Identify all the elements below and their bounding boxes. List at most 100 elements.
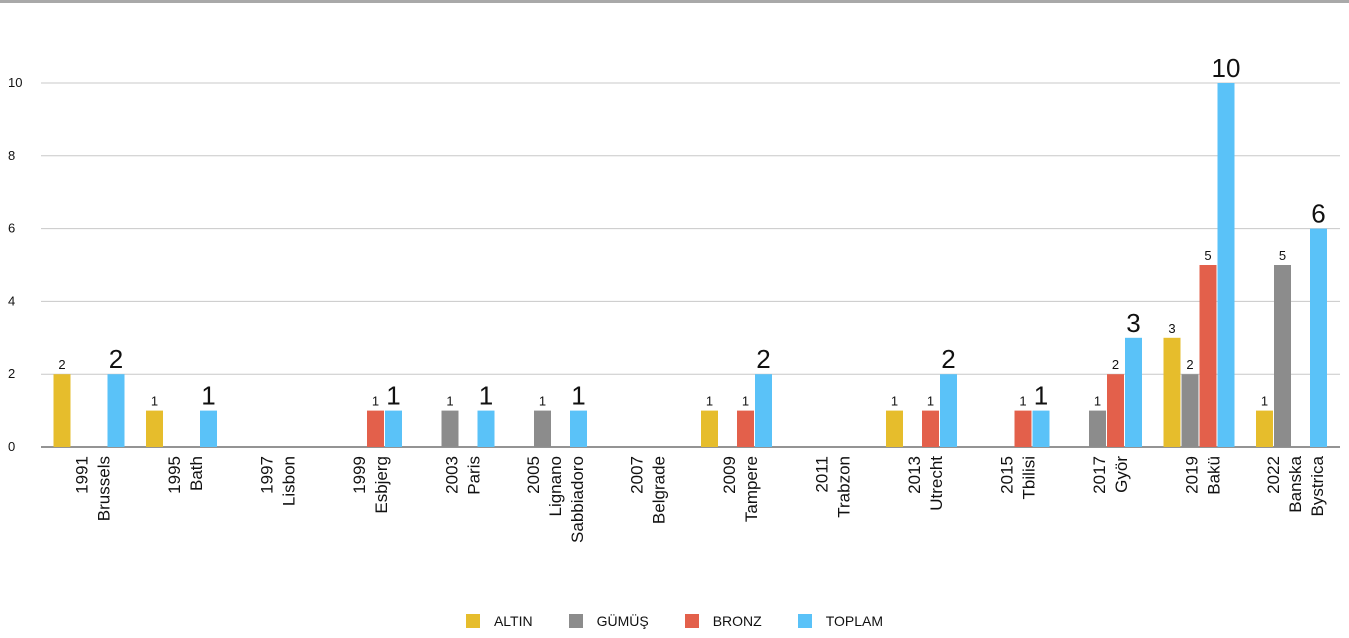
bar-altin (146, 410, 163, 447)
x-tick-label: Bystrica (1308, 455, 1327, 516)
x-tick-label: Györ (1112, 456, 1131, 493)
data-label: 1 (1019, 394, 1026, 409)
x-tick-label: Lignano (546, 456, 565, 517)
x-tick-label: 2019 (1183, 456, 1202, 494)
bar-altin (701, 410, 718, 447)
data-label: 5 (1279, 248, 1286, 263)
bar-toplam (385, 410, 402, 447)
x-tick-label: 1995 (165, 456, 184, 494)
chart-legend: ALTIN GÜMÜŞ BRONZ TOPLAM (0, 609, 1349, 633)
y-tick-label: 6 (8, 221, 15, 236)
x-tick-label: 1991 (73, 456, 92, 494)
x-tick-label: Tampere (742, 456, 761, 522)
bar-toplam (1125, 337, 1142, 447)
bar-gümüş (1089, 410, 1106, 447)
bar-gümüş (1274, 265, 1291, 447)
bar-altin (1256, 410, 1273, 447)
x-tick-label: 2022 (1264, 456, 1283, 494)
data-label: 1 (479, 381, 493, 411)
data-label: 3 (1126, 308, 1140, 338)
x-tick-label: 2017 (1090, 456, 1109, 494)
y-tick-label: 10 (8, 75, 22, 90)
x-tick-label: 1999 (350, 456, 369, 494)
y-tick-label: 4 (8, 293, 15, 308)
data-label: 1 (446, 394, 453, 409)
legend-swatch (465, 614, 480, 628)
legend-label: ALTIN (493, 613, 533, 629)
bar-bronz (367, 410, 384, 447)
data-label: 5 (1204, 248, 1211, 263)
x-tick-label: Trabzon (835, 456, 854, 518)
bar-altin (886, 410, 903, 447)
bar-toplam (755, 374, 772, 447)
legend-swatch (797, 614, 812, 628)
data-label: 1 (891, 394, 898, 409)
x-tick-label: 2009 (720, 456, 739, 494)
x-tick-label: Tbilisi (1020, 456, 1039, 499)
legend-item-altin: ALTIN (465, 613, 533, 629)
bar-toplam (1032, 410, 1050, 447)
data-label: 2 (1112, 357, 1119, 372)
data-label: 1 (539, 394, 546, 409)
data-label: 1 (1261, 394, 1268, 409)
x-tick-label: 2003 (443, 456, 462, 494)
data-label: 1 (742, 394, 749, 409)
legend-label: GÜMÜŞ (596, 613, 649, 629)
bar-gümüş (441, 410, 459, 447)
bar-bronz (1107, 374, 1124, 447)
bar-bronz (1014, 410, 1032, 447)
data-label: 2 (941, 344, 955, 374)
bar-bronz (1199, 265, 1217, 447)
x-tick-label: Esbjerg (372, 456, 391, 514)
legend-swatch (684, 614, 699, 628)
data-label: 2 (109, 344, 123, 374)
legend-label: BRONZ (712, 613, 762, 629)
data-label: 2 (1186, 357, 1193, 372)
x-tick-label: Sabbiadoro (568, 456, 587, 543)
x-tick-label: Bath (187, 456, 206, 491)
data-label: 1 (372, 394, 379, 409)
data-label: 1 (1094, 394, 1101, 409)
data-label: 1 (201, 381, 215, 411)
legend-item-bronz: BRONZ (684, 613, 762, 629)
bar-altin (1163, 337, 1181, 447)
data-label: 10 (1212, 53, 1241, 83)
data-label: 2 (58, 357, 65, 372)
bar-toplam (200, 410, 217, 447)
bar-altin (53, 374, 71, 447)
y-tick-label: 2 (8, 366, 15, 381)
x-tick-label: 2011 (813, 456, 832, 493)
bar-gümüş (1181, 374, 1199, 447)
x-tick-label: 2013 (905, 456, 924, 494)
bar-toplam (107, 374, 125, 447)
data-label: 1 (1034, 381, 1048, 411)
legend-item-gümüş: GÜMÜŞ (568, 613, 649, 629)
bar-bronz (737, 410, 754, 447)
x-tick-label: 1997 (258, 456, 277, 494)
bar-bronz (922, 410, 939, 447)
data-label: 1 (927, 394, 934, 409)
top-divider (0, 0, 1349, 3)
bar-gümüş (534, 410, 551, 447)
legend-swatch (568, 614, 583, 628)
x-tick-label: Bakü (1205, 456, 1224, 495)
x-tick-label: 2007 (628, 456, 647, 494)
bar-toplam (477, 410, 495, 447)
data-label: 3 (1168, 321, 1175, 336)
legend-label: TOPLAM (825, 613, 884, 629)
x-tick-label: Banska (1286, 455, 1305, 512)
data-label: 1 (571, 381, 585, 411)
y-tick-label: 0 (8, 439, 15, 454)
x-tick-label: 2015 (998, 456, 1017, 494)
data-label: 6 (1311, 199, 1325, 229)
data-label: 1 (386, 381, 400, 411)
y-tick-label: 8 (8, 148, 15, 163)
x-tick-label: 2005 (524, 456, 543, 494)
x-tick-label: Utrecht (927, 456, 946, 511)
bar-toplam (1310, 228, 1327, 447)
legend-item-toplam: TOPLAM (797, 613, 884, 629)
bar-toplam (570, 410, 587, 447)
x-tick-label: Lisbon (280, 456, 299, 506)
bar-toplam (940, 374, 957, 447)
